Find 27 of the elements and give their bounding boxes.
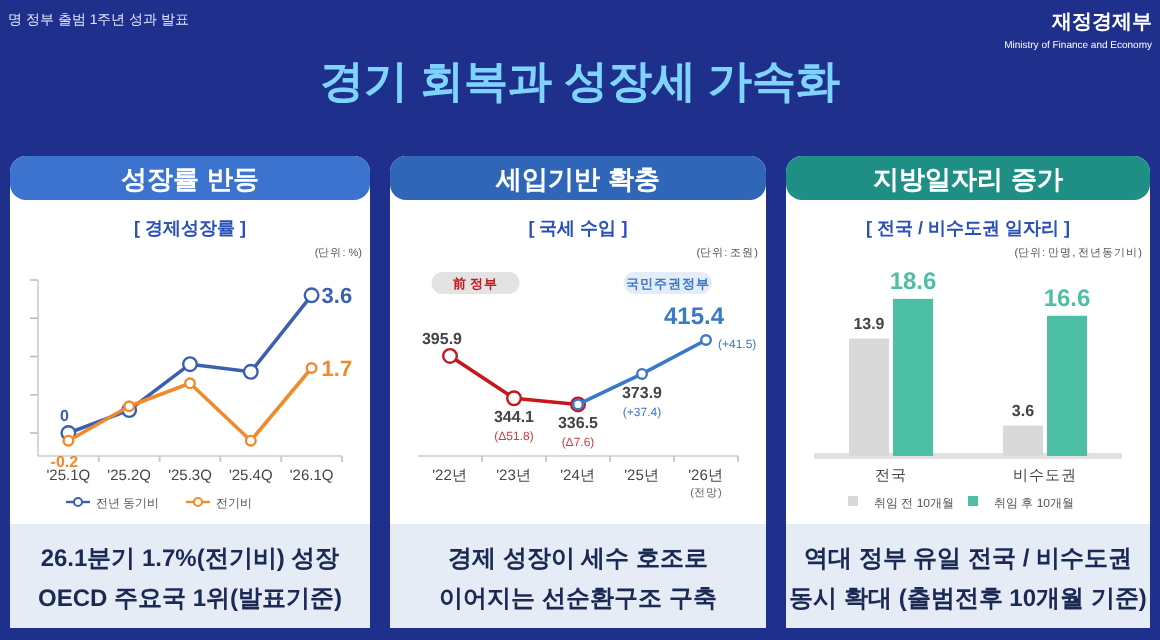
data-label: 13.9 [853,314,886,333]
data-label: 415.4 [663,302,725,330]
text: 경기 회복과 성장세 가속화 [319,56,841,106]
text: 경제 성장이 세수 호조로 [447,544,709,572]
text: 역대 정부 유일 전국 / 비수도권 [803,544,1133,572]
chart-subtitle: [ 국세 수입 ] [528,218,628,238]
chart-subtitle: [ 경제성장률 ] [134,218,246,238]
data-label: 373.9 [621,383,664,402]
data-label: 344.1 [493,408,536,427]
data-label: 16.6 [1043,283,1092,312]
data-label: 3.6 [321,285,353,310]
text: 재정경제부 [1050,12,1152,34]
chart-title: 세입기반 확충 [494,164,660,194]
data-label: 1.7 [321,358,353,382]
text: 동시 확대 (출범전후 10개월 기준) [789,584,1147,612]
text: 26.1분기 1.7%(전기비) 성장 [40,544,340,572]
data-label: 336.5 [557,414,600,433]
data-label: 395.9 [421,329,464,348]
chart-title: 지방일자리 증가 [873,164,1063,194]
data-label: 0 [59,407,70,426]
chart-title: 성장률 반등 [121,164,259,194]
data-label: 3.6 [1011,401,1036,420]
text: 이어지는 선순환구조 구축 [439,584,717,612]
chart-subtitle: [ 전국 / 비수도권 일자리 ] [866,218,1070,238]
text: OECD 주요국 1위(발표기준) [37,584,343,612]
data-label: 18.6 [889,266,938,295]
data-label: -0.2 [50,452,80,471]
